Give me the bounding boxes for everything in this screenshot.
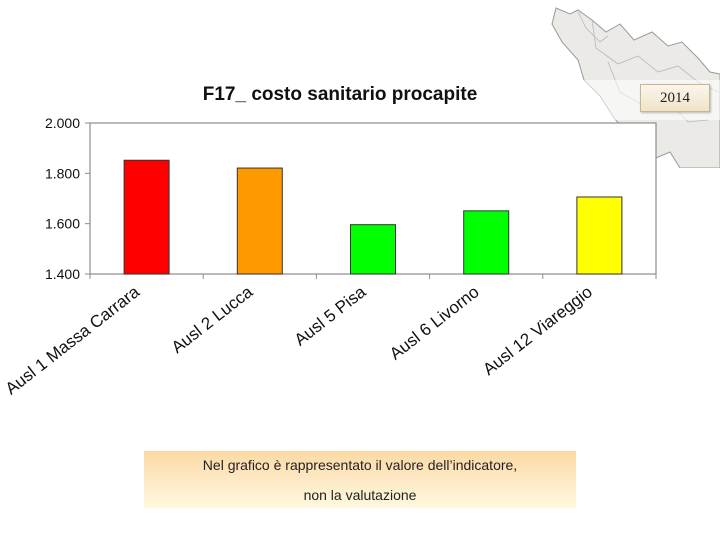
note-box: Nel grafico è rappresentato il valore de…: [144, 451, 576, 508]
bar-3: [350, 224, 396, 275]
bar-5: [576, 196, 623, 275]
x-category-label: Ausl 6 Livorno: [386, 282, 483, 363]
chart-title: F17_ costo sanitario procapite: [202, 84, 478, 105]
y-tick-label: 1.600: [45, 216, 80, 232]
bar-1: [123, 159, 170, 275]
bar-chart: 1.400 1.600 1.800 2.000 Ausl 1 Massa Carrar…: [2, 115, 657, 399]
note-line-2: non la valutazione: [303, 487, 417, 503]
y-tick-label: 1.400: [45, 266, 80, 282]
x-category-label: Ausl 12 Viareggio: [479, 282, 595, 379]
x-category-label: Ausl 1 Massa Carrara: [2, 282, 144, 399]
bar-2: [236, 167, 283, 275]
y-tick-label: 2.000: [45, 115, 80, 131]
tuscany-map-logo: [548, 7, 720, 168]
bar-4: [463, 210, 510, 275]
y-tick-label: 1.800: [45, 165, 80, 181]
x-category-label: Ausl 2 Lucca: [168, 282, 257, 357]
year-badge: 2014: [640, 84, 710, 112]
note-line-1: Nel grafico è rappresentato il valore de…: [202, 457, 518, 473]
x-category-label: Ausl 5 Pisa: [291, 282, 370, 350]
